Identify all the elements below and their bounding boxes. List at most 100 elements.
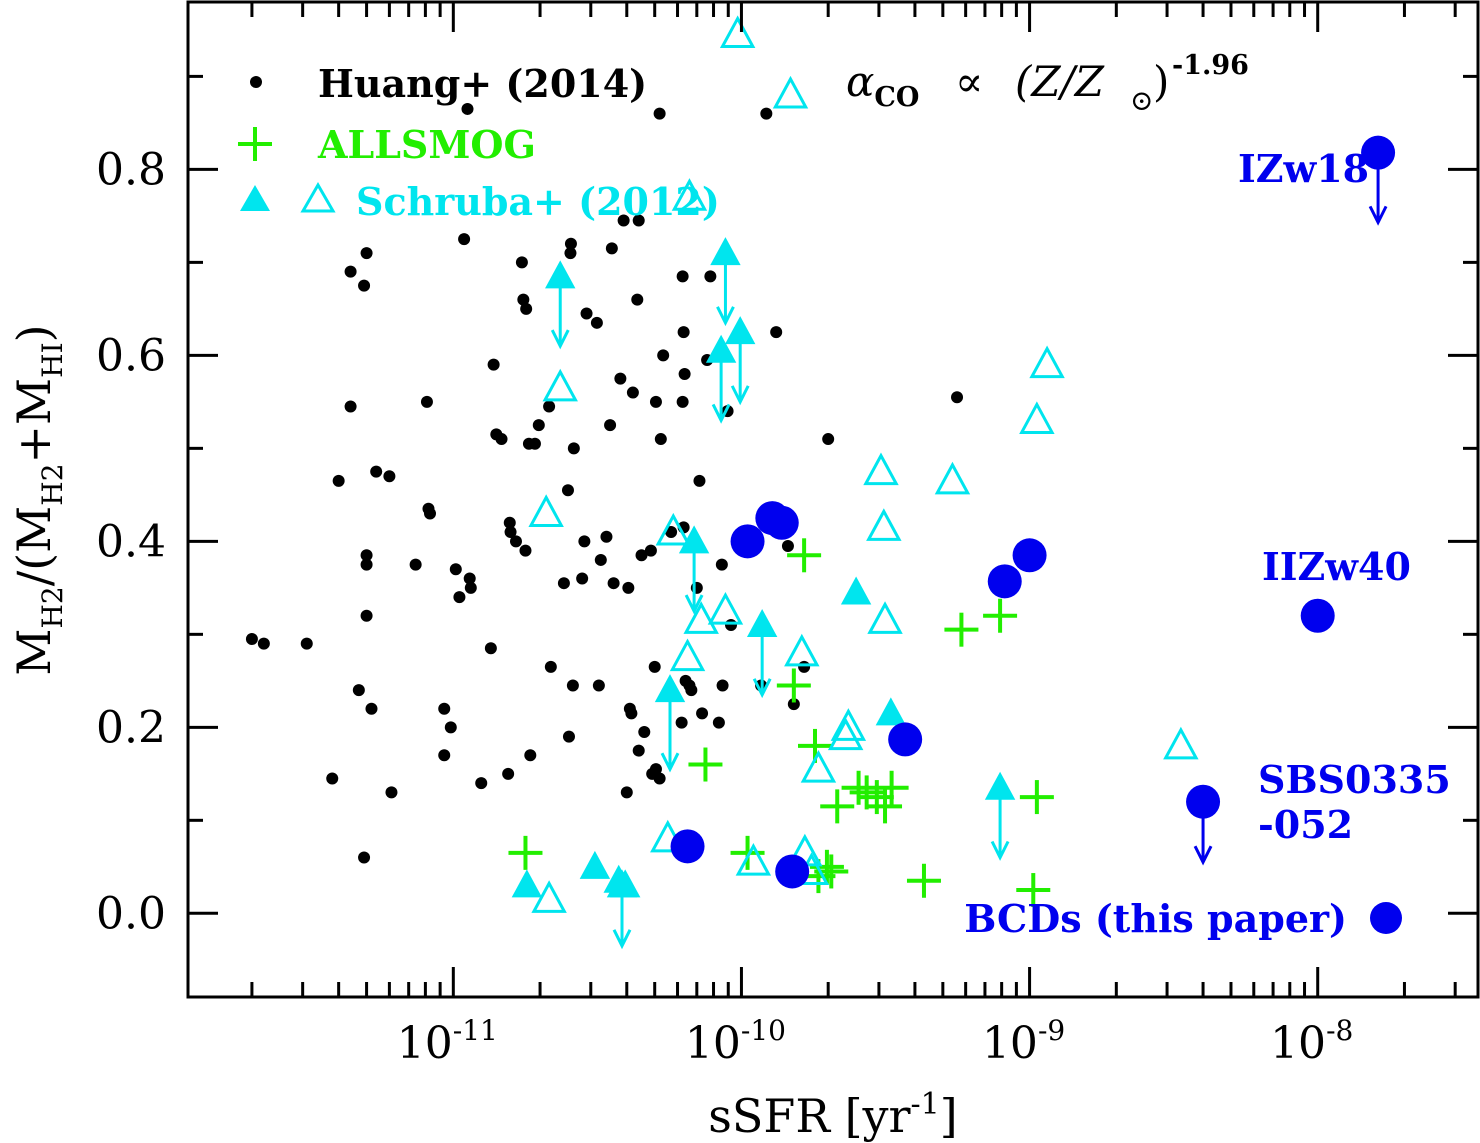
label-izw18: IZw18 <box>1238 146 1369 191</box>
allsmog-point <box>1016 873 1051 908</box>
huang-point <box>566 679 579 692</box>
schruba-limit-point <box>683 601 719 634</box>
huang-point <box>365 702 378 715</box>
huang-point <box>632 214 645 227</box>
label-iizw40: IIZw40 <box>1262 544 1411 589</box>
schruba-detection-point <box>579 850 611 879</box>
huang-point <box>257 637 270 650</box>
bcd-point <box>888 722 923 757</box>
huang-point <box>676 395 689 408</box>
schruba-limit-point <box>1163 726 1199 760</box>
huang-point <box>822 433 835 446</box>
huang-point <box>300 637 313 650</box>
huang-point <box>704 270 717 283</box>
label-sbs0335-052: -052 <box>1258 802 1353 847</box>
x-tick-label: 10-8 <box>1270 1014 1353 1069</box>
huang-point <box>360 247 373 260</box>
schruba-arrow-point <box>724 316 756 406</box>
alpha-co-annotation: αCO ∝ (Z/Z ⊙ ) -1.96 <box>846 50 1249 117</box>
huang-point <box>543 400 556 413</box>
plot-frame <box>186 0 1480 999</box>
huang-point <box>607 577 620 590</box>
legend-allsmog-marker <box>238 127 272 161</box>
schruba-limit-point <box>784 633 820 667</box>
huang-point <box>438 702 451 715</box>
schruba-detection-point <box>840 576 872 605</box>
huang-point <box>544 660 557 673</box>
annotation-prop: ∝ <box>955 57 983 106</box>
huang-point <box>420 395 433 408</box>
schruba-arrow-point <box>984 771 1016 861</box>
huang-point <box>495 433 508 446</box>
svg-text:αCO: αCO <box>846 57 919 113</box>
huang-point <box>360 549 373 562</box>
schruba-limit-point <box>800 750 837 783</box>
huang-point <box>360 558 373 571</box>
schruba-limit-point <box>531 880 567 913</box>
y-axis-title: MH2/(MH2+MHI) <box>7 324 69 675</box>
huang-point <box>561 484 574 497</box>
schruba-limit-point <box>655 512 692 546</box>
huang-point <box>676 270 689 283</box>
allsmog-point <box>874 770 909 805</box>
allsmog-point <box>730 835 765 870</box>
y-tick-label: 0.8 <box>96 144 166 195</box>
annotation-exp: -1.96 <box>1172 50 1249 81</box>
huang-point <box>798 660 811 673</box>
huang-point <box>649 763 662 776</box>
schruba-arrow-point <box>545 260 576 350</box>
huang-point <box>520 302 533 315</box>
huang-point <box>638 725 651 738</box>
huang-point <box>653 772 666 785</box>
y-tick-label: 0.4 <box>96 516 166 567</box>
huang-point <box>576 572 589 585</box>
huang-point <box>385 786 398 799</box>
x-tick-label: 10-10 <box>685 1014 786 1069</box>
huang-point <box>677 326 690 339</box>
huang-point <box>532 419 545 432</box>
huang-point <box>715 558 728 571</box>
huang-point <box>604 419 617 432</box>
huang-point <box>617 214 630 227</box>
huang-point <box>503 516 516 529</box>
allsmog-point <box>787 538 822 573</box>
huang-point <box>578 535 591 548</box>
huang-point <box>438 749 451 762</box>
schruba-limit-point <box>863 452 899 486</box>
x-tick-label: 10-11 <box>397 1014 498 1069</box>
huang-point <box>409 558 422 571</box>
huang-point <box>519 544 532 557</box>
schruba-limit-point <box>671 178 708 211</box>
huang-point <box>716 679 729 692</box>
huang-point <box>632 744 645 757</box>
allsmog-point <box>1019 780 1054 815</box>
huang-point <box>770 326 783 339</box>
schruba-limit-point <box>827 717 864 751</box>
huang-point <box>653 107 666 120</box>
huang-point <box>453 591 466 604</box>
bcd-point <box>764 505 799 540</box>
huang-point <box>444 721 457 734</box>
huang-point <box>590 316 603 329</box>
y-tick-label: 0.2 <box>96 702 166 753</box>
huang-point <box>635 549 648 562</box>
huang-point <box>657 349 670 362</box>
huang-point <box>424 507 437 520</box>
schruba-limit-point <box>528 494 564 527</box>
huang-point <box>951 391 964 404</box>
legend-bcd-label: BCDs (this paper) <box>964 896 1347 941</box>
huang-point <box>484 642 497 655</box>
huang-point <box>781 539 794 552</box>
bcd-point <box>1186 784 1221 819</box>
allsmog-point <box>809 849 844 884</box>
huang-point <box>475 777 488 790</box>
huang-point <box>654 433 667 446</box>
huang-point <box>580 307 593 320</box>
huang-point <box>360 609 373 622</box>
huang-point <box>712 716 725 729</box>
huang-point <box>644 544 657 557</box>
bcd-point <box>987 564 1022 599</box>
schruba-arrow-point <box>654 674 686 773</box>
schruba-limit-point <box>669 638 706 672</box>
